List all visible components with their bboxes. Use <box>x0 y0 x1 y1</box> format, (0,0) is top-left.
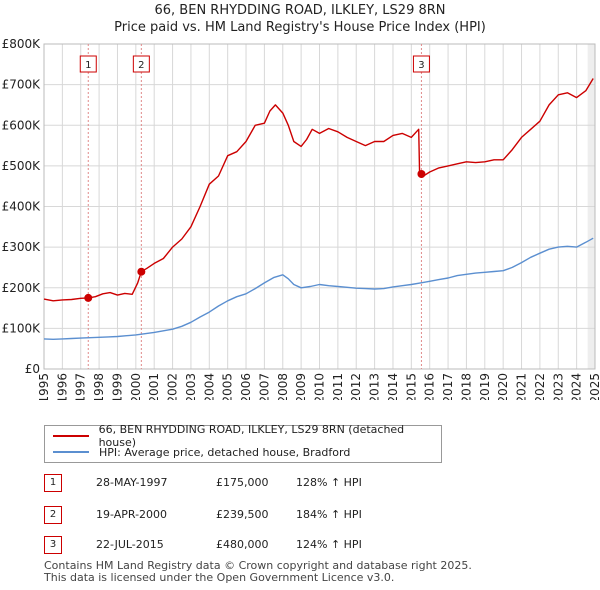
sale-number: 1 <box>44 474 62 492</box>
footer-attribution: Contains HM Land Registry data © Crown c… <box>44 560 472 584</box>
x-tick-label: 2010 <box>313 373 327 400</box>
legend-swatch-property <box>53 435 89 437</box>
sale-number: 2 <box>44 506 62 524</box>
grid-layer <box>43 43 596 370</box>
x-tick-label: 2009 <box>294 373 308 400</box>
sale-date: 19-APR-2000 <box>96 508 168 521</box>
x-tick-label: 1997 <box>74 373 88 400</box>
x-tick-label: 2003 <box>184 373 198 400</box>
sale-price: £480,000 <box>216 538 269 551</box>
sale-marker <box>137 267 146 276</box>
legend-swatch-hpi <box>53 451 89 453</box>
legend-item-hpi: HPI: Average price, detached house, Brad… <box>53 444 350 460</box>
sale-label-box <box>132 55 150 73</box>
x-tick-label: 2025 <box>588 373 600 400</box>
x-tick-label: 2002 <box>166 373 180 400</box>
x-tick-label: 2012 <box>349 373 363 400</box>
y-tick-label: £300K <box>2 240 42 254</box>
x-tick-label: 2016 <box>423 373 437 400</box>
x-tick-label: 2018 <box>459 373 473 400</box>
plot-frame <box>43 43 596 370</box>
axis-label-layer: £0 £100K £200K £300K £400K £500K £600K £700K £80… <box>2 37 600 400</box>
y-tick-label: £700K <box>2 78 42 92</box>
y-tick-label: £0 <box>25 362 40 376</box>
footer-copyright: Contains HM Land Registry data © Crown c… <box>44 559 472 572</box>
x-tick-label: 2020 <box>496 373 510 400</box>
y-tick-label: £200K <box>2 281 42 295</box>
x-tick-label: 1996 <box>55 373 69 400</box>
sale-hpi-change: 124% ↑ HPI <box>296 538 362 551</box>
sale-vline-layer: 1 2 3 <box>79 44 430 369</box>
sale-marker <box>84 293 93 302</box>
y-tick-label: £100K <box>2 321 42 335</box>
x-tick-label: 2014 <box>386 373 400 400</box>
sale-label: 3 <box>418 60 424 71</box>
series-layer <box>43 78 594 340</box>
property-price-line <box>43 78 594 302</box>
x-tick-label: 2000 <box>129 373 143 400</box>
x-tick-label: 2011 <box>331 373 345 400</box>
x-tick-label: 2017 <box>441 373 455 400</box>
x-tick-label: 2004 <box>202 373 216 400</box>
sale-date: 28-MAY-1997 <box>96 476 168 489</box>
sale-marker-layer <box>84 170 426 302</box>
price-chart: 1 2 3 £0 £100K £200K £300K £400K £500K £600K £700… <box>2 37 600 400</box>
x-tick-label: 2008 <box>276 373 290 400</box>
x-tick-label: 2022 <box>533 373 547 400</box>
sale-price: £175,000 <box>216 476 269 489</box>
legend-label-hpi: HPI: Average price, detached house, Brad… <box>99 445 351 459</box>
x-tick-label: 2001 <box>147 373 161 400</box>
chart-legend: 66, BEN RHYDDING ROAD, ILKLEY, LS29 8RN … <box>44 423 442 463</box>
x-tick-label: 2019 <box>478 373 492 400</box>
x-tick-label: 1999 <box>110 373 124 400</box>
sale-label-box <box>79 55 97 73</box>
y-tick-label: £400K <box>2 200 42 214</box>
y-tick-label: £600K <box>2 118 42 132</box>
x-tick-label: 2021 <box>515 373 529 400</box>
chart-subtitle: Price paid vs. HM Land Registry's House … <box>114 20 486 35</box>
sale-label-box <box>412 55 430 73</box>
hpi-line <box>43 237 594 340</box>
sale-marker <box>417 170 426 178</box>
y-tick-label: £800K <box>2 37 42 51</box>
legend-item-property: 66, BEN RHYDDING ROAD, ILKLEY, LS29 8RN … <box>53 423 441 449</box>
sale-label: 2 <box>138 60 144 71</box>
x-tick-label: 2007 <box>257 373 271 400</box>
sale-price: £239,500 <box>216 508 269 521</box>
x-tick-label: 1995 <box>37 373 51 400</box>
x-tick-label: 2015 <box>404 373 418 400</box>
x-tick-label: 2024 <box>570 373 584 400</box>
footer-licence: This data is licensed under the Open Gov… <box>44 571 395 584</box>
sale-date: 22-JUL-2015 <box>96 538 164 551</box>
x-tick-label: 2013 <box>368 373 382 400</box>
sale-hpi-change: 128% ↑ HPI <box>296 476 362 489</box>
sale-number: 3 <box>44 536 62 554</box>
legend-label-property: 66, BEN RHYDDING ROAD, ILKLEY, LS29 8RN … <box>98 423 405 449</box>
sale-hpi-change: 184% ↑ HPI <box>296 508 362 521</box>
sale-label: 1 <box>85 60 91 71</box>
x-tick-label: 1998 <box>92 373 106 400</box>
x-tick-label: 2005 <box>221 373 235 400</box>
chart-title-address: 66, BEN RHYDDING ROAD, ILKLEY, LS29 8RN <box>154 3 446 18</box>
x-tick-label: 2006 <box>239 373 253 400</box>
y-tick-label: £500K <box>2 159 42 173</box>
x-tick-label: 2023 <box>551 373 565 400</box>
